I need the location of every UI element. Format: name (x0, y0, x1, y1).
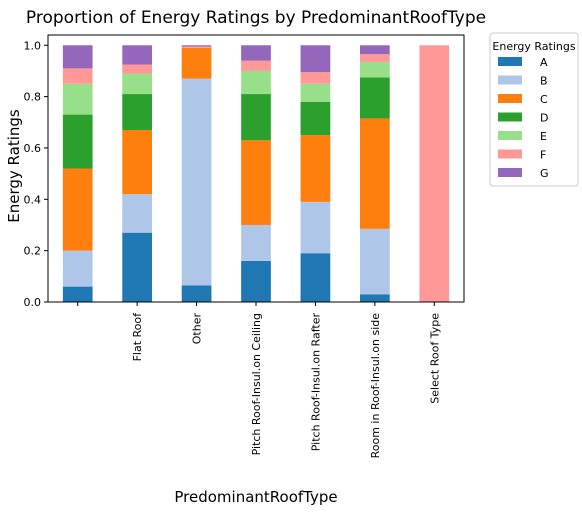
y-tick-label: 0.8 (24, 91, 42, 104)
bar-segment-c-3 (241, 140, 271, 225)
bar-segment-e-5 (360, 61, 390, 78)
legend-swatch-g (498, 168, 522, 177)
bar-segment-a-5 (360, 294, 390, 302)
legend-label-a: A (540, 56, 548, 69)
bar-segment-e-3 (241, 70, 271, 95)
bar-segment-e-1 (122, 73, 152, 95)
y-tick-label: 0.4 (24, 193, 42, 206)
bar-segment-b-3 (241, 224, 271, 261)
bar-segment-a-2 (181, 285, 212, 302)
bar-segment-c-5 (360, 118, 390, 229)
bars-layer (62, 45, 450, 303)
bar-segment-c-0 (62, 168, 93, 251)
bar-segment-c-4 (300, 135, 331, 202)
legend-title: Energy Ratings (492, 40, 575, 53)
legend-label-d: D (540, 112, 548, 125)
bar-segment-d-3 (241, 94, 271, 141)
bar-segment-d-0 (62, 114, 93, 169)
bar-segment-f-1 (122, 64, 152, 74)
legend-label-c: C (540, 93, 548, 106)
y-tick-label: 0.0 (24, 296, 42, 309)
bar-segment-a-0 (62, 286, 93, 302)
x-tick-label: Pitch Roof-Insul.on Ceiling (250, 313, 263, 455)
bar-segment-e-0 (62, 83, 93, 115)
plot-frame (47, 34, 465, 303)
bar-segment-g-5 (360, 45, 390, 55)
legend-swatch-c (498, 94, 522, 103)
legend-swatch-e (498, 131, 522, 140)
bar-segment-c-2 (181, 47, 212, 79)
bar-segment-a-4 (300, 253, 331, 302)
bar-segment-d-4 (300, 101, 331, 136)
x-tick-label: Room in Roof-Insul.on side (369, 313, 382, 459)
bar-segment-d-1 (122, 94, 152, 130)
bar-segment-f-5 (360, 54, 390, 62)
x-tick-label: Flat Roof (131, 312, 144, 362)
bar-segment-c-1 (122, 129, 152, 195)
x-axis: Flat Roof Other Pitch Roof-Insul.on Ceilin… (77, 302, 441, 459)
legend-box (489, 32, 579, 187)
bar-segment-f-2 (181, 46, 212, 48)
legend-label-b: B (540, 75, 548, 88)
x-tick-label: Select Roof Type (428, 313, 441, 404)
bar-segment-b-2 (181, 78, 212, 286)
bar-segment-f-6 (419, 45, 450, 303)
bar-segment-a-3 (241, 260, 271, 302)
y-tick-label: 0.2 (24, 245, 42, 258)
bar-segment-g-1 (122, 45, 152, 65)
chart-title: Proportion of Energy Ratings by Predomin… (26, 8, 486, 28)
legend-label-e: E (540, 130, 547, 143)
bar-segment-e-4 (300, 83, 331, 102)
legend-swatch-d (498, 112, 522, 122)
bar-segment-g-4 (300, 45, 331, 73)
y-tick-label: 0.6 (24, 142, 42, 155)
bar-segment-b-1 (122, 194, 152, 233)
y-axis: 0.0 0.2 0.4 0.6 0.8 1.0 (24, 39, 48, 309)
legend-label-f: F (540, 149, 546, 162)
legend-swatch-b (498, 75, 522, 85)
bar-segment-f-0 (62, 68, 93, 84)
x-axis-label: PredominantRoofType (174, 488, 337, 506)
legend-swatch-a (498, 57, 522, 66)
bar-segment-a-1 (122, 232, 152, 302)
bar-segment-b-0 (62, 250, 93, 287)
bar-segment-b-4 (300, 201, 331, 254)
bar-segment-b-5 (360, 228, 390, 295)
bar-segment-g-2 (181, 45, 212, 47)
bar-segment-g-0 (62, 45, 93, 69)
y-tick-label: 1.0 (24, 39, 42, 52)
x-tick-label: Pitch Roof-Insul.on Rafter (309, 313, 322, 452)
bar-segment-f-4 (300, 72, 331, 84)
y-axis-label: Energy Ratings (5, 109, 23, 223)
legend-label-g: G (540, 167, 549, 180)
legend-swatch-f (498, 149, 522, 159)
bar-segment-g-3 (241, 45, 271, 61)
bar-segment-d-5 (360, 77, 390, 119)
bar-segment-f-3 (241, 60, 271, 71)
x-tick-label: Other (191, 313, 204, 345)
